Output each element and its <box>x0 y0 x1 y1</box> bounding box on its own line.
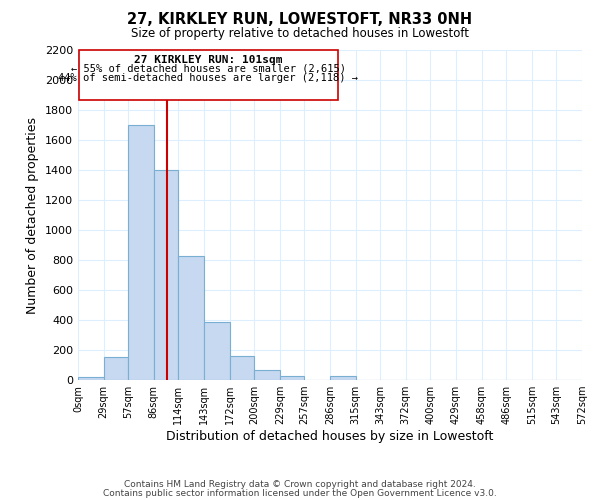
Text: Contains HM Land Registry data © Crown copyright and database right 2024.: Contains HM Land Registry data © Crown c… <box>124 480 476 489</box>
Text: ← 55% of detached houses are smaller (2,615): ← 55% of detached houses are smaller (2,… <box>71 64 346 74</box>
FancyBboxPatch shape <box>79 50 338 100</box>
Bar <box>280 376 304 380</box>
Text: 27, KIRKLEY RUN, LOWESTOFT, NR33 0NH: 27, KIRKLEY RUN, LOWESTOFT, NR33 0NH <box>127 12 473 28</box>
Bar <box>154 170 178 380</box>
Text: Size of property relative to detached houses in Lowestoft: Size of property relative to detached ho… <box>131 28 469 40</box>
Bar <box>78 377 104 380</box>
X-axis label: Distribution of detached houses by size in Lowestoft: Distribution of detached houses by size … <box>166 430 494 443</box>
Bar <box>254 370 280 380</box>
Y-axis label: Number of detached properties: Number of detached properties <box>26 116 40 314</box>
Bar <box>230 356 254 380</box>
Text: Contains public sector information licensed under the Open Government Licence v3: Contains public sector information licen… <box>103 489 497 498</box>
Bar <box>104 357 128 380</box>
Text: 44% of semi-detached houses are larger (2,118) →: 44% of semi-detached houses are larger (… <box>58 73 358 83</box>
Bar <box>128 125 154 380</box>
Text: 27 KIRKLEY RUN: 101sqm: 27 KIRKLEY RUN: 101sqm <box>134 55 283 65</box>
Bar <box>330 376 356 380</box>
Bar <box>204 322 230 380</box>
Bar <box>178 256 204 380</box>
